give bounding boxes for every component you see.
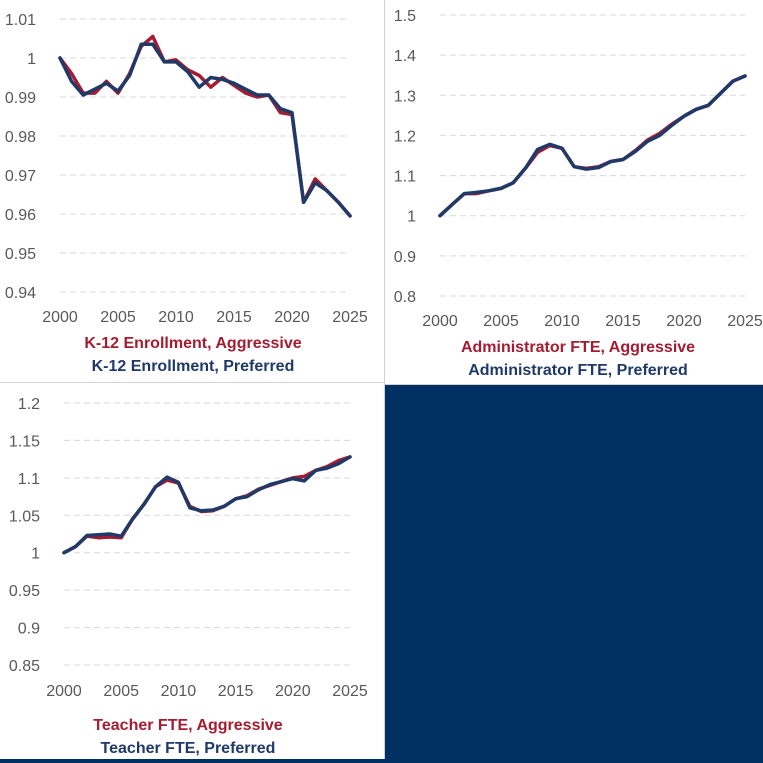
x-tick-label: 2015 bbox=[216, 309, 252, 326]
k12-enrollment-series-line-preferred bbox=[58, 42, 352, 218]
administrator-fte-series-line-preferred bbox=[438, 74, 747, 218]
x-tick-label: 2005 bbox=[483, 313, 519, 330]
navy-filler-block bbox=[385, 385, 763, 763]
x-tick-label: 2010 bbox=[158, 309, 194, 326]
y-tick-label: 1.15 bbox=[9, 433, 40, 450]
x-tick-label: 2005 bbox=[103, 683, 139, 700]
y-tick-label: 0.99 bbox=[5, 90, 36, 107]
k12-enrollment-legend-preferred: K-12 Enrollment, Preferred bbox=[92, 358, 295, 375]
x-tick-label: 2000 bbox=[46, 683, 82, 700]
y-tick-label: 0.98 bbox=[5, 129, 36, 146]
x-tick-label: 2020 bbox=[274, 309, 310, 326]
x-tick-label: 2010 bbox=[544, 313, 580, 330]
teacher-fte-legend-aggressive: Teacher FTE, Aggressive bbox=[93, 717, 283, 734]
x-tick-label: 2005 bbox=[100, 309, 136, 326]
administrator-fte-chart: 0.8 0.9 1 1.1 1.2 1.3 1.4 1.5 2000 2005 2010 2015 20… bbox=[394, 8, 763, 379]
x-tick-label: 2025 bbox=[332, 683, 368, 700]
y-tick-label: 1.5 bbox=[394, 8, 416, 25]
y-tick-label: 0.94 bbox=[5, 285, 36, 302]
administrator-fte-chart-panel: 0.8 0.9 1 1.1 1.2 1.3 1.4 1.5 2000 2005 2010 2015 20… bbox=[385, 0, 763, 385]
x-tick-label: 2010 bbox=[161, 683, 197, 700]
k12-enrollment-chart-panel: 0.94 0.95 0.96 0.97 0.98 0.99 1 1.01 2000 2005 201… bbox=[0, 0, 385, 383]
teacher-fte-chart-panel: 0.85 0.9 0.95 1 1.05 1.1 1.15 1.2 2000 2005 2010 20… bbox=[0, 383, 385, 763]
y-tick-label: 1.1 bbox=[394, 169, 416, 186]
y-tick-label: 0.8 bbox=[394, 289, 416, 306]
x-tick-label: 2025 bbox=[727, 313, 763, 330]
y-tick-label: 0.95 bbox=[5, 246, 36, 263]
y-tick-label: 1.2 bbox=[394, 128, 416, 145]
teacher-fte-series-line-preferred bbox=[62, 455, 352, 555]
teacher-fte-legend-preferred: Teacher FTE, Preferred bbox=[101, 740, 276, 757]
y-tick-label: 1.3 bbox=[394, 88, 416, 105]
y-tick-label: 1 bbox=[27, 51, 36, 68]
administrator-fte-series-line-aggressive bbox=[438, 74, 747, 218]
x-tick-label: 2015 bbox=[605, 313, 641, 330]
y-tick-label: 1 bbox=[31, 546, 40, 563]
y-tick-label: 0.85 bbox=[9, 658, 40, 675]
y-tick-label: 0.97 bbox=[5, 168, 36, 185]
x-tick-label: 2020 bbox=[666, 313, 702, 330]
administrator-fte-legend-preferred: Administrator FTE, Preferred bbox=[468, 362, 688, 379]
y-tick-label: 1.2 bbox=[18, 396, 40, 413]
teacher-fte-chart: 0.85 0.9 0.95 1 1.05 1.1 1.15 1.2 2000 2005 2010 20… bbox=[9, 396, 368, 757]
x-tick-label: 2025 bbox=[332, 309, 368, 326]
y-tick-label: 1.01 bbox=[5, 12, 36, 29]
x-tick-label: 2000 bbox=[422, 313, 458, 330]
y-tick-label: 1.05 bbox=[9, 508, 40, 525]
teacher-fte-series-line-aggressive bbox=[62, 455, 352, 555]
k12-enrollment-series-line-aggressive bbox=[58, 34, 352, 218]
k12-enrollment-chart: 0.94 0.95 0.96 0.97 0.98 0.99 1 1.01 2000 2005 201… bbox=[5, 12, 368, 375]
y-tick-label: 1.1 bbox=[18, 471, 40, 488]
navy-bottom-bar bbox=[0, 759, 763, 763]
x-tick-label: 2015 bbox=[218, 683, 254, 700]
x-tick-label: 2020 bbox=[275, 683, 311, 700]
y-tick-label: 1 bbox=[407, 209, 416, 226]
y-tick-label: 0.96 bbox=[5, 207, 36, 224]
y-tick-label: 0.9 bbox=[18, 621, 40, 638]
k12-enrollment-legend-aggressive: K-12 Enrollment, Aggressive bbox=[84, 335, 301, 352]
y-tick-label: 0.95 bbox=[9, 583, 40, 600]
administrator-fte-legend-aggressive: Administrator FTE, Aggressive bbox=[461, 339, 695, 356]
y-tick-label: 1.4 bbox=[394, 48, 416, 65]
x-tick-label: 2000 bbox=[42, 309, 78, 326]
y-tick-label: 0.9 bbox=[394, 249, 416, 266]
